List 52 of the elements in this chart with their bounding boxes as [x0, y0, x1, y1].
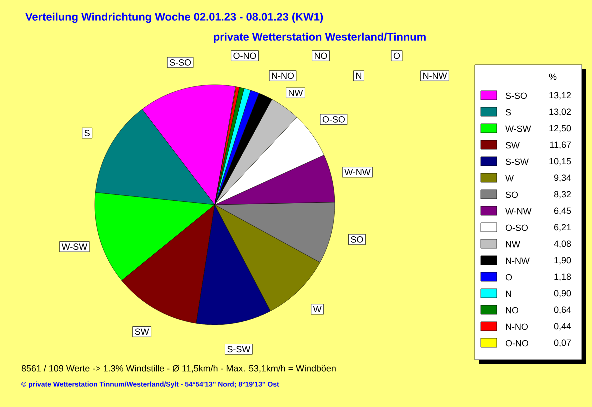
slice-label: W-NW	[344, 169, 371, 176]
category-label: N-NO	[272, 72, 294, 80]
legend-label: N-NW	[506, 258, 530, 264]
data-label: 0,64	[554, 306, 572, 314]
slice-label: S	[84, 130, 90, 136]
legend-label: NO	[506, 307, 519, 314]
legend-label: O	[506, 274, 512, 281]
slice-label: W-SW	[62, 244, 88, 250]
category-label: N	[356, 72, 362, 80]
data-label: 0,90	[554, 290, 572, 298]
data-label: 1,18	[554, 274, 572, 282]
legend-label: NW	[506, 241, 520, 248]
legend-label: S-SO	[506, 92, 528, 100]
data-label: 10,15	[550, 158, 572, 166]
category-label: N-NW	[424, 72, 448, 80]
data-label: 8,32	[554, 191, 572, 199]
legend-label: N	[506, 290, 512, 298]
chart-subtitle: private Wetterstation Westerland/Tinnum	[214, 32, 426, 44]
legend-label: W-NW	[506, 208, 532, 215]
slice-label: S-SW	[228, 346, 251, 353]
data-label: 12,50	[550, 125, 572, 133]
data-label: 4,08	[554, 240, 572, 248]
chart-title: Verteilung Windrichtung Woche 02.01.23 - 08.01.23 (KW1)	[26, 12, 324, 24]
data-label: 13,02	[550, 108, 572, 116]
slice-label: SO	[351, 236, 364, 243]
slice-label: O-SO	[322, 116, 345, 123]
legend-label: S	[506, 109, 512, 116]
data-label: 6,45	[554, 208, 572, 216]
legend-label: O-SO	[506, 224, 528, 232]
slice-label: O-NO	[234, 52, 256, 60]
legend-label: SW	[506, 142, 520, 149]
slice-label: W	[313, 306, 322, 313]
legend-label: W-SW	[506, 126, 532, 132]
slice-label: SW	[135, 328, 150, 336]
legend-label: S-SW	[506, 158, 529, 166]
slice-label: S-SO	[170, 60, 192, 66]
legend-label: W	[506, 175, 514, 182]
text: 8561 / 109 Werte -> 1.3% Windstille - Ø 11,5km/h - Max. 53,1km/h = Windböen	[22, 365, 336, 373]
category-label: NO	[315, 52, 328, 60]
data-label: 11,67	[550, 142, 572, 150]
data-label: 9,34	[554, 174, 572, 182]
slice-label: NW	[289, 90, 304, 96]
data-label: 13,12	[550, 92, 572, 100]
legend-label: O-NO	[506, 340, 529, 347]
legend-title: %	[549, 74, 557, 80]
data-label: 0,44	[554, 323, 572, 331]
legend-label: SO	[506, 192, 518, 198]
category-label: O	[394, 52, 400, 60]
data-label: 0,07	[554, 340, 572, 348]
data-label: 1,90	[554, 257, 572, 265]
data-label: 6,21	[554, 224, 572, 232]
legend-label: N-NO	[506, 324, 528, 330]
